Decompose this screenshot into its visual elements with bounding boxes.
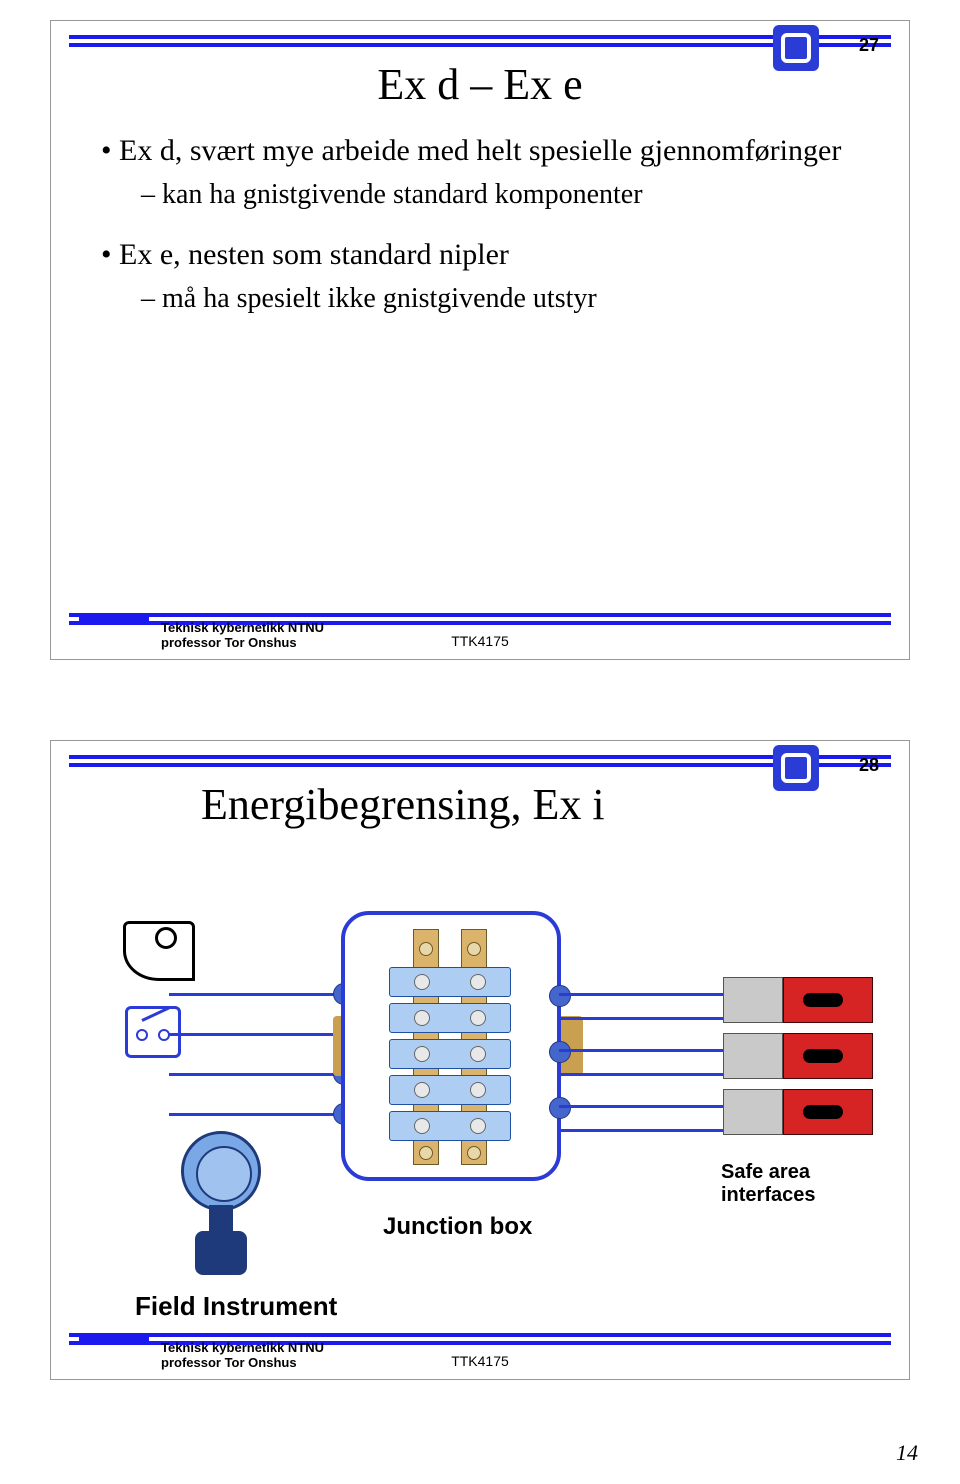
footer-course-code: TTK4175	[451, 633, 509, 649]
rule-line	[69, 1333, 891, 1337]
footer-line1: Teknisk kybernetikk NTNU	[161, 620, 324, 635]
field-switch-icon	[125, 1006, 181, 1058]
wire	[559, 993, 729, 996]
wire	[169, 1113, 345, 1116]
screw-icon	[419, 942, 433, 956]
rule-line	[69, 35, 891, 39]
transmitter-neck	[209, 1205, 233, 1233]
wire	[169, 1073, 345, 1076]
terminal-block	[389, 1039, 511, 1069]
bullet-level1: Ex e, nesten som standard nipler	[101, 235, 869, 276]
terminal-block	[389, 1003, 511, 1033]
screw-icon	[419, 1146, 433, 1160]
terminal-block	[389, 1075, 511, 1105]
screw-icon	[467, 942, 481, 956]
footer-line2: professor Tor Onshus	[161, 1355, 297, 1370]
footer-accent	[79, 615, 149, 623]
wire	[559, 1049, 729, 1052]
footer-accent	[79, 1335, 149, 1343]
footer-line1: Teknisk kybernetikk NTNU	[161, 1340, 324, 1355]
interface-module	[723, 1089, 873, 1135]
cable-gland-icon	[549, 1097, 571, 1119]
rule-line	[69, 43, 891, 47]
wire	[169, 993, 345, 996]
slide-27: 27 Ex d – Ex e Ex d, svært mye arbeide m…	[50, 20, 910, 660]
wire	[559, 1129, 729, 1132]
cable-gland-icon	[549, 1041, 571, 1063]
terminal-block	[389, 1111, 511, 1141]
slide-number: 28	[859, 755, 879, 776]
bullet-level1: Ex d, svært mye arbeide med helt spesiel…	[101, 131, 869, 172]
rule-line	[69, 755, 891, 759]
label-junction-box: Junction box	[383, 1213, 532, 1241]
page-number: 14	[896, 1440, 918, 1466]
safe-area-interfaces	[723, 977, 873, 1145]
bullet-level2: må ha spesielt ikke gnistgivende utstyr	[141, 280, 869, 318]
sensor-ring-icon	[155, 927, 177, 949]
interface-module	[723, 977, 873, 1023]
wire	[169, 1033, 345, 1036]
wire	[559, 1105, 729, 1108]
footer-course-code: TTK4175	[451, 1353, 509, 1369]
footer-affiliation: Teknisk kybernetikk NTNU professor Tor O…	[161, 620, 324, 651]
slide-title: Ex d – Ex e	[51, 59, 909, 110]
switch-bar	[141, 1006, 169, 1021]
bullet-level2: kan ha gnistgivende standard komponenter	[141, 176, 869, 214]
footer-affiliation: Teknisk kybernetikk NTNU professor Tor O…	[161, 1340, 324, 1371]
transmitter-head	[181, 1131, 261, 1211]
label-safe-area: Safe areainterfaces	[721, 1161, 816, 1207]
wiring-diagram: Safe areainterfaces Junction box Field I…	[111, 861, 849, 1319]
slide-number: 27	[859, 35, 879, 56]
transmitter-base	[195, 1231, 247, 1275]
cable-gland-icon	[549, 985, 571, 1007]
slide-28: 28 Energibegrensing, Ex i	[50, 740, 910, 1380]
terminal-block	[389, 967, 511, 997]
wire	[559, 1073, 729, 1076]
wire	[559, 1017, 729, 1020]
bullet-list: Ex d, svært mye arbeide med helt spesiel…	[101, 131, 869, 340]
interface-module	[723, 1033, 873, 1079]
screw-icon	[467, 1146, 481, 1160]
slide-title: Energibegrensing, Ex i	[201, 779, 605, 830]
label-text: Safe areainterfaces	[721, 1161, 816, 1206]
rule-line	[69, 763, 891, 767]
footer-line2: professor Tor Onshus	[161, 635, 297, 650]
label-field-instrument: Field Instrument	[135, 1291, 337, 1322]
logo-icon	[773, 745, 819, 791]
rule-line	[69, 613, 891, 617]
